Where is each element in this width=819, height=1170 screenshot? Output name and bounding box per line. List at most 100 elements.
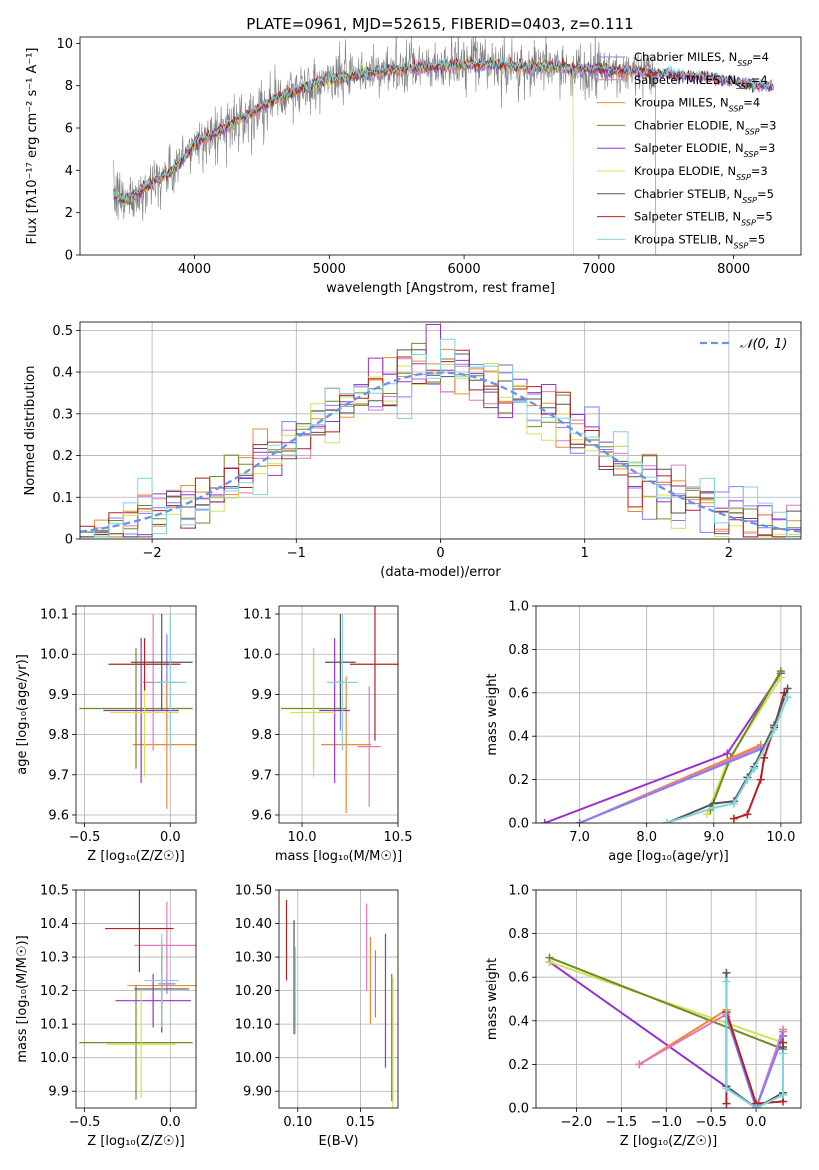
x-tick-label: 6000: [448, 262, 481, 277]
mass_vs_Z-axes: −0.5 0.0 9.9 10.0 10.1 10.2 10.3 10.4 10.5 Z [log…: [15, 884, 197, 1149]
y-tick-label: 10.5: [40, 884, 69, 899]
series-marker: [722, 968, 731, 977]
y-tick-label: 10.0: [243, 648, 272, 663]
y-tick-label: 0.2: [508, 773, 529, 788]
series-marker: [783, 693, 792, 702]
legend-label: Kroupa MILES, NSSP=4: [634, 96, 760, 114]
residuals-xlabel: (data-model)/error: [380, 565, 501, 580]
legend-label: Chabrier ELODIE, NSSP=3: [634, 118, 776, 136]
y-tick-label: 2: [65, 206, 73, 221]
y-tick-label: 10.1: [243, 608, 272, 623]
x-tick-label: 10.5: [384, 830, 413, 845]
series-marker: [703, 810, 712, 819]
y-tick-label: 0.2: [508, 1058, 529, 1073]
series-marker: [770, 725, 779, 734]
errorbar-point: [106, 990, 176, 1098]
age_vs_mass-plot-area: [280, 606, 398, 813]
series-marker: [545, 953, 554, 962]
errorbar-point: [132, 680, 196, 809]
series-marker: [723, 749, 732, 758]
series-marker: [750, 764, 759, 773]
y-tick-label: 9.8: [48, 728, 69, 743]
y-tick-label: 10.2: [40, 984, 69, 999]
x-tick-label: 10.0: [288, 830, 317, 845]
legend-label: Salpeter ELODIE, NSSP=3: [634, 141, 775, 159]
errorbar-point: [325, 614, 356, 711]
spectrum-frame: [79, 36, 802, 256]
y-tick-label: 10.30: [235, 951, 272, 966]
errorbar-point: [290, 648, 337, 777]
errorbar-point: [357, 686, 381, 807]
age_vs_Z-xlabel: Z [log₁₀(Z/Z☉)]: [87, 849, 184, 864]
legend-label: Kroupa ELODIE, NSSP=3: [634, 164, 768, 182]
x-tick-label: 0.10: [283, 1115, 312, 1130]
x-tick-label: −1.0: [650, 1115, 682, 1130]
y-tick-label: 10: [56, 37, 73, 52]
observed-spectrum: [113, 37, 657, 222]
mass_vs_ebv-xlabel: E(B-V): [318, 1134, 358, 1149]
mass_vs_Z-plot-area: [79, 890, 196, 1100]
mass_vs_ebv-frame: [278, 889, 399, 1109]
mass_weight_vs_Z-grid: [536, 889, 801, 1109]
mass_weight_vs_age-ylabel: mass weight: [485, 673, 500, 755]
mass_weight_vs_age-plot-area: [540, 667, 792, 823]
y-tick-label: 0.3: [52, 407, 73, 422]
mass_vs_ebv-plot-area: [285, 900, 394, 1108]
y-tick-label: 9.7: [48, 768, 69, 783]
series-line: [725, 981, 784, 1108]
spectrum-plot-area: [113, 37, 774, 255]
mass_vs_ebv-axes: 0.10 0.15 9.90 10.00 10.10 10.20 10.30 10.40 10.…: [235, 884, 399, 1149]
errorbar-point: [108, 638, 181, 691]
spectrum-xlabel: wavelength [Angstrom, rest frame]: [326, 281, 555, 296]
series-marker: [729, 799, 738, 808]
x-tick-label: −2: [143, 546, 162, 561]
y-tick-label: 0: [65, 249, 73, 264]
mass_weight_vs_age-axes: 7.0 8.0 9.0 10.0 0.0 0.2 0.4 0.6 0.8 1.0 age [log₁…: [485, 600, 802, 864]
x-tick-label: 0.0: [746, 1115, 767, 1130]
y-tick-label: 9.6: [48, 808, 69, 823]
legend-label: Salpeter MILES, NSSP=4: [634, 73, 768, 91]
y-tick-label: 10.10: [235, 1018, 272, 1033]
series-line: [549, 956, 784, 1051]
y-tick-label: 0.5: [52, 324, 73, 339]
legend-label: Chabrier MILES, NSSP=4: [634, 50, 769, 68]
series-line: [706, 677, 782, 815]
residuals-axes: −2 −1 0 1 2 0 0.1 0.2 0.3 0.4 0.5 (data-model)/erro…: [23, 321, 802, 580]
y-tick-label: 10.0: [40, 1051, 69, 1066]
y-tick-label: 10.40: [235, 917, 272, 932]
y-tick-label: 9.90: [243, 1085, 272, 1100]
errorbar-point: [326, 614, 358, 751]
x-tick-label: 2: [725, 546, 733, 561]
x-tick-label: 7000: [582, 262, 615, 277]
age_vs_mass-axes: 10.0 10.5 9.6 9.7 9.8 9.9 10.0 10.1 mass [log₁₀(…: [243, 605, 413, 864]
series-marker: [722, 1084, 731, 1093]
errorbar-point: [134, 901, 196, 989]
mass_vs_Z-ylabel: mass [log₁₀(M/M☉)]: [15, 935, 30, 1062]
series-line: [549, 960, 784, 1044]
series-marker: [722, 1099, 731, 1108]
x-tick-label: 4000: [178, 262, 211, 277]
y-tick-label: 0.2: [52, 449, 73, 464]
age_vs_mass-xlabel: mass [log₁₀(M/M☉)]: [275, 849, 402, 864]
errorbar-point: [154, 614, 186, 751]
legend-label: Chabrier STELIB, NSSP=5: [634, 187, 774, 205]
errorbar-point: [79, 648, 193, 769]
mass_vs_ebv-grid: [279, 889, 398, 1108]
spectrum-axes: 4000 5000 6000 7000 8000 0 2 4 6 8 10 wavelength [A…: [25, 36, 802, 296]
series-marker: [743, 810, 752, 819]
mass-weight-series: [722, 977, 788, 1108]
series-marker: [540, 819, 549, 823]
series-marker: [729, 814, 738, 823]
mass_weight_vs_age-frame: [535, 605, 802, 824]
y-tick-label: 0.4: [508, 730, 529, 745]
x-tick-label: −2.0: [561, 1115, 593, 1130]
errorbar-point: [79, 985, 193, 1100]
series-marker: [779, 1090, 788, 1099]
y-tick-label: 9.9: [48, 1085, 69, 1100]
series-line: [544, 672, 782, 823]
mass_weight_vs_Z-ylabel: mass weight: [485, 958, 500, 1040]
y-tick-label: 0.0: [508, 1102, 529, 1117]
model-spectrum: [113, 57, 774, 204]
